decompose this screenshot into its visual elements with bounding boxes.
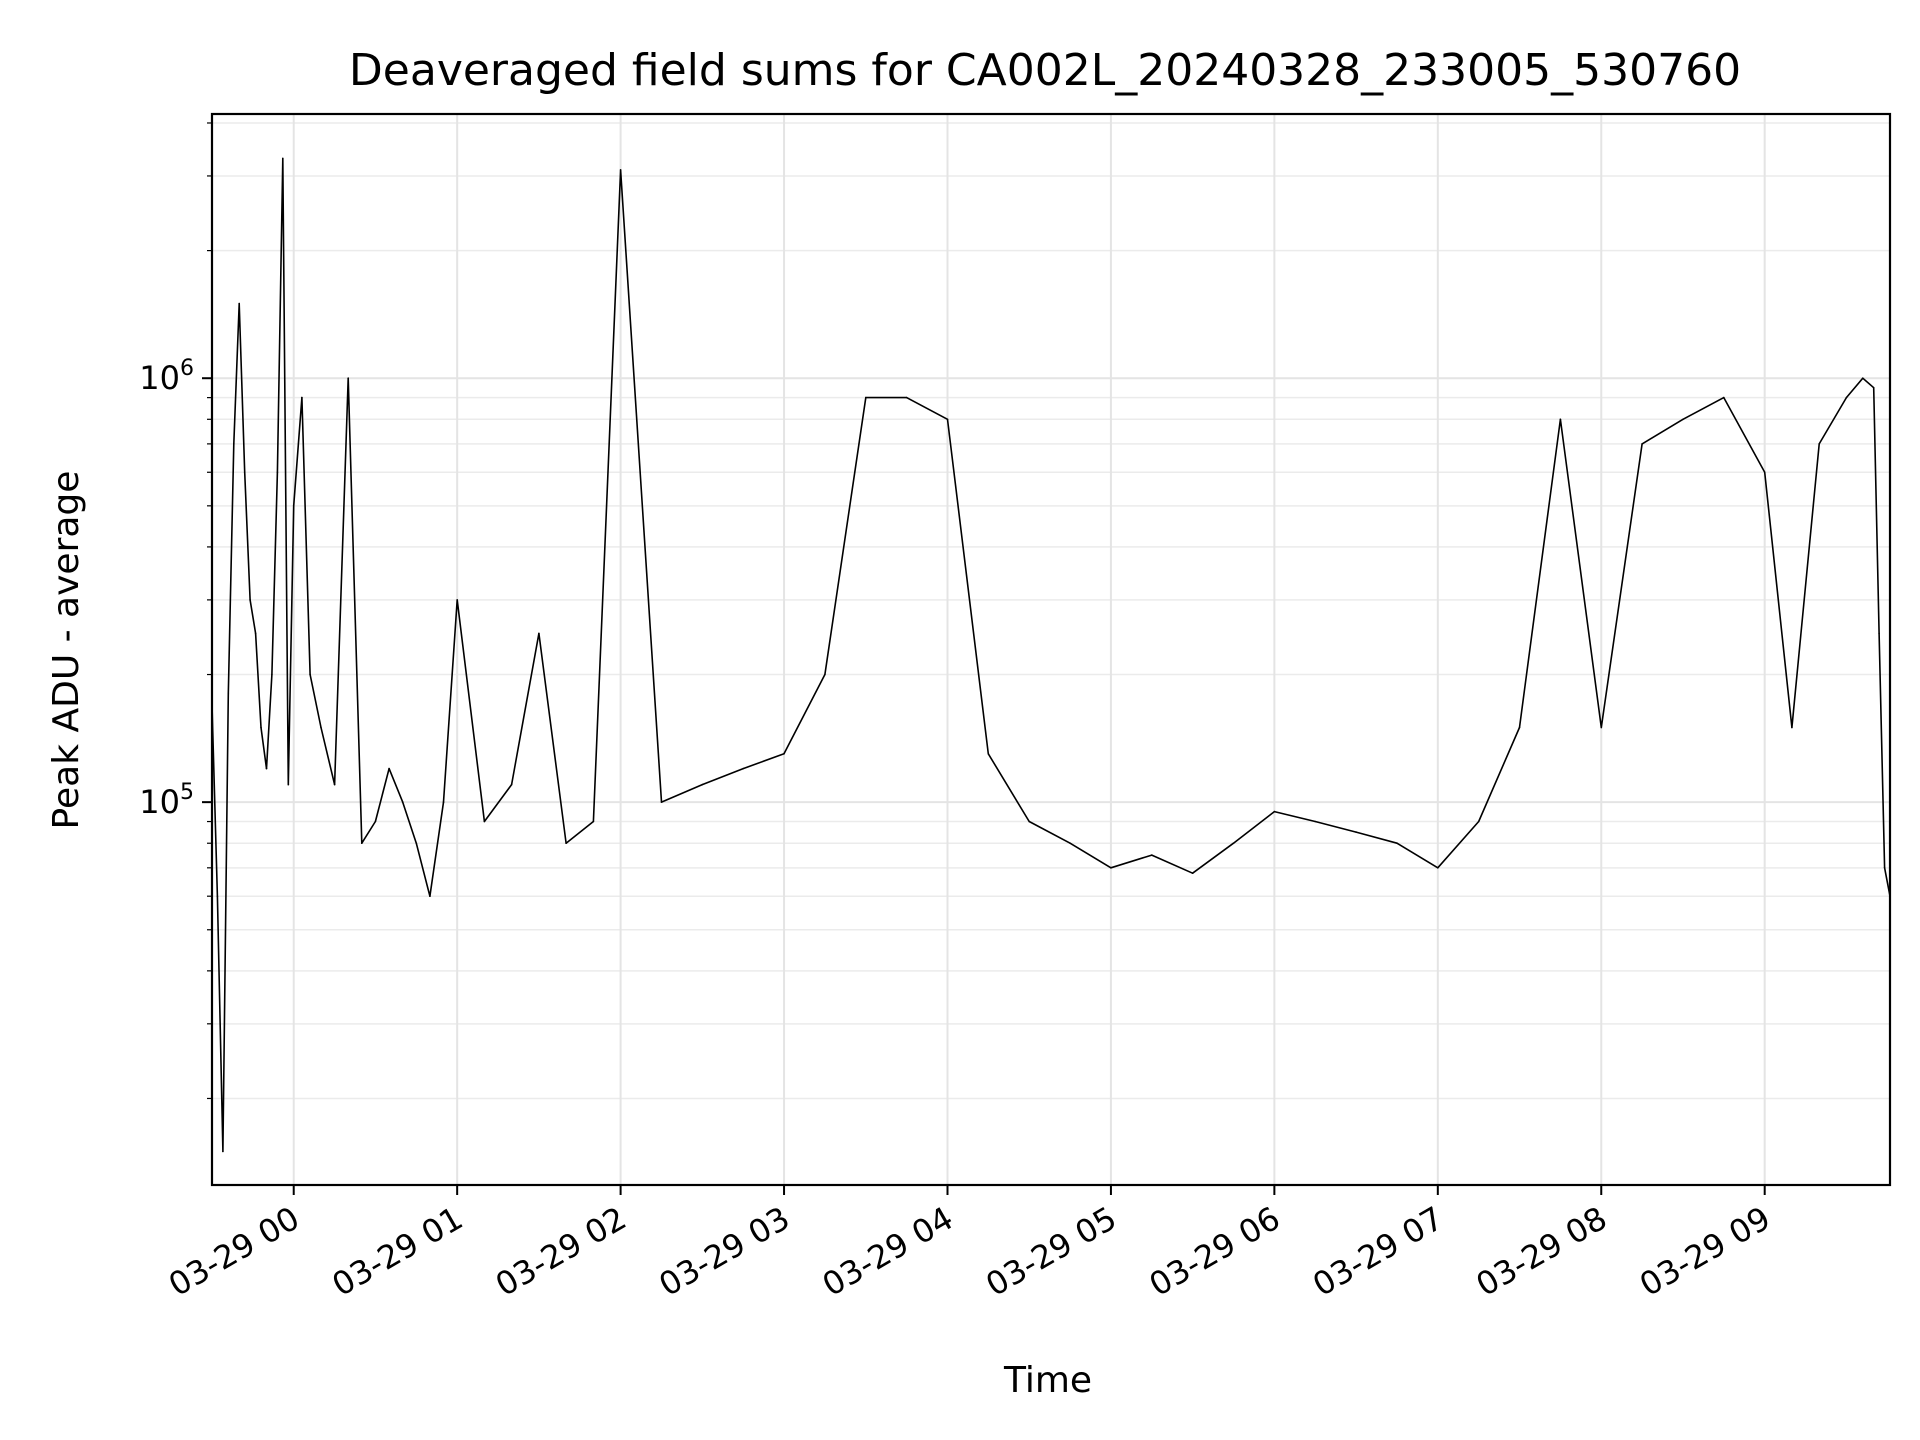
data-point	[347, 377, 350, 380]
y-tick-label: 106	[139, 356, 194, 397]
data-point	[905, 396, 908, 399]
data-point	[1396, 842, 1398, 844]
data-point	[233, 443, 235, 445]
data-point	[1559, 418, 1562, 421]
data-point	[456, 599, 459, 601]
grid	[212, 114, 1890, 1185]
y-axis-title: Peak ADU - average	[46, 471, 87, 830]
data-point	[227, 693, 230, 695]
data-point	[1232, 842, 1235, 844]
data-point	[660, 801, 663, 803]
data-point	[442, 801, 445, 803]
data-point	[1723, 396, 1725, 399]
data-point	[783, 753, 785, 755]
data-point	[1191, 872, 1194, 874]
data-point	[824, 673, 826, 676]
data-point	[1069, 842, 1071, 844]
data-point	[361, 842, 363, 844]
data-point	[292, 505, 295, 507]
data-point	[415, 842, 418, 844]
data-point	[1355, 831, 1357, 833]
data-point	[1110, 867, 1112, 869]
data-point	[1600, 726, 1603, 729]
plot-frame	[210, 112, 1892, 1187]
data-point	[1028, 820, 1030, 823]
data-point	[946, 418, 949, 421]
data-point	[1273, 810, 1276, 813]
data-point	[742, 767, 744, 770]
data-point	[243, 471, 246, 474]
data-point	[1845, 396, 1848, 399]
chart-title: Deaveraged field sums for CA002L_2024032…	[349, 45, 1741, 96]
data-point	[1641, 443, 1643, 445]
data-point	[865, 396, 867, 399]
data-point	[565, 842, 567, 844]
data-point	[254, 632, 257, 635]
data-point	[987, 753, 990, 755]
data-point	[1437, 867, 1439, 869]
data-point	[429, 895, 431, 897]
y-tick-label: 105	[139, 780, 194, 821]
data-point	[1763, 471, 1766, 474]
data-point	[1818, 443, 1820, 445]
data-point	[1791, 726, 1793, 729]
data-point	[1878, 632, 1880, 635]
x-axis-title: Time	[1003, 1360, 1092, 1401]
data-point	[1883, 867, 1886, 869]
data-point	[388, 767, 390, 770]
data-point	[1151, 854, 1153, 856]
data-point	[271, 673, 273, 676]
data-point	[592, 820, 595, 823]
data-point	[1682, 418, 1684, 421]
data-point	[538, 632, 540, 635]
y-axis: 105 106	[139, 122, 212, 1100]
data-point	[276, 471, 279, 474]
data-point	[309, 673, 311, 676]
data-point	[333, 783, 336, 786]
data-point	[401, 801, 404, 803]
data-point	[320, 726, 322, 729]
data-point	[282, 157, 284, 160]
data-point	[1872, 386, 1875, 389]
data-point	[619, 169, 622, 171]
data-point	[249, 599, 251, 601]
data-point	[1518, 726, 1521, 729]
data-point	[301, 396, 303, 399]
data-point	[265, 767, 268, 770]
data-point	[222, 1150, 224, 1153]
data-point	[1477, 820, 1480, 823]
data-layer	[211, 157, 1891, 1153]
data-point	[1862, 377, 1864, 380]
data-point	[260, 726, 262, 729]
data-point	[510, 783, 513, 786]
data-point	[1314, 820, 1316, 823]
data-point	[287, 783, 290, 786]
data-point	[374, 820, 377, 823]
data-point	[701, 783, 704, 786]
data-point	[483, 820, 486, 823]
data-point	[216, 895, 219, 897]
data-point	[238, 302, 240, 305]
